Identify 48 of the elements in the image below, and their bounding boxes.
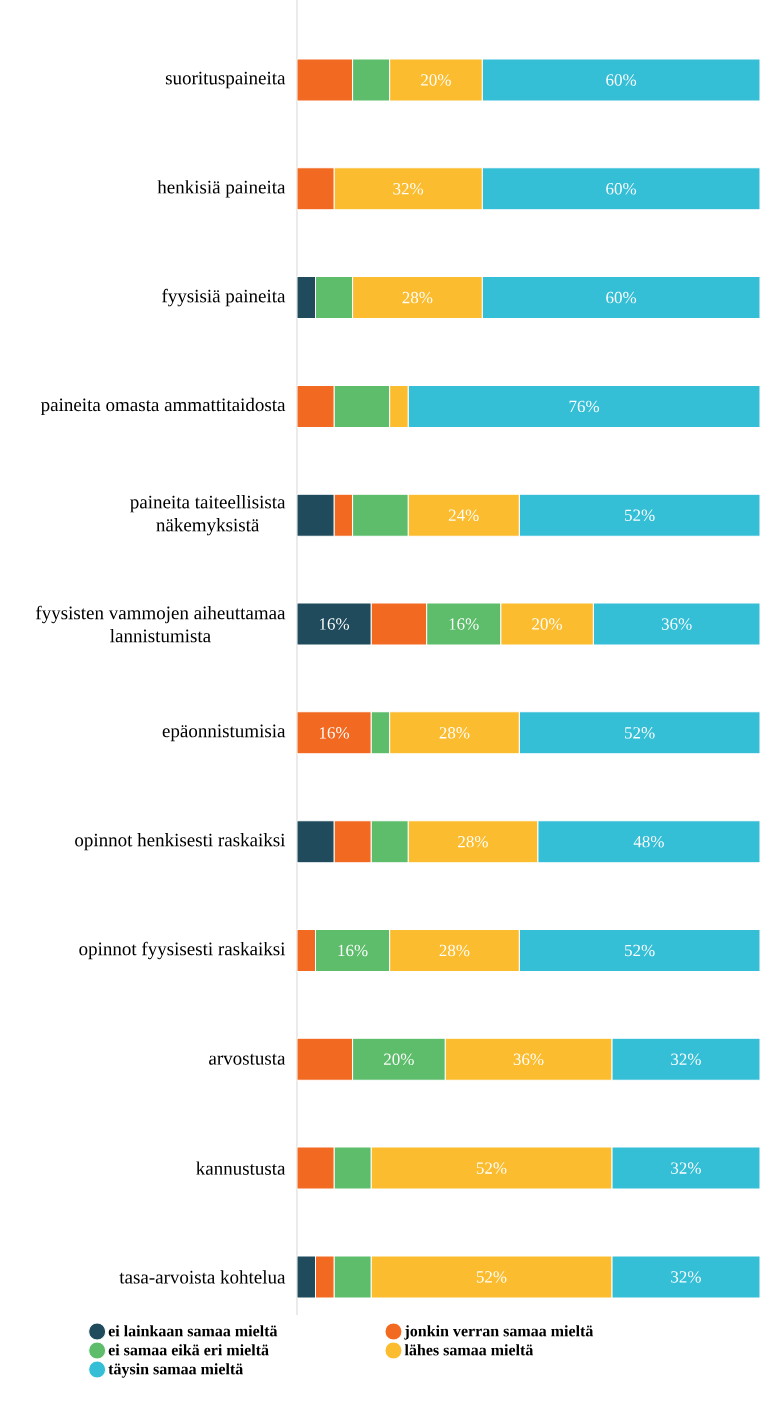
data-label: 28% <box>402 291 433 304</box>
legend-label: ei lainkaan samaa mieltä <box>108 1325 278 1337</box>
legend-label: ei samaa eikä eri mieltä <box>108 1344 269 1356</box>
data-label: 60% <box>606 183 637 195</box>
y-tick-label: fyysisiä paineita <box>162 288 286 307</box>
data-label: 32% <box>671 1162 701 1174</box>
data-label: 52% <box>625 727 655 739</box>
data-label: 20% <box>532 618 563 630</box>
y-tick-label: arvostusta <box>209 1053 286 1065</box>
legend-label: jonkin verran samaa mieltä <box>404 1325 594 1340</box>
data-label: 32% <box>671 1053 701 1066</box>
bar <box>297 493 335 537</box>
y-tick-label: tasa-arvoista kohtelua <box>119 1270 286 1284</box>
y-tick-label: epäonnistumisia <box>162 724 286 742</box>
y-tick-label: henkisiä paineita <box>157 180 286 198</box>
y-tick-label: fyysisten vammojen aiheuttamaa lannistumista <box>35 605 286 643</box>
y-tick-label: suorituspaineita <box>165 71 286 89</box>
data-label: 32% <box>671 1271 701 1283</box>
data-label: 52% <box>625 944 655 957</box>
legend-label: lähes samaa mieltä <box>404 1344 534 1356</box>
data-label: 16% <box>449 618 479 630</box>
data-label: 20% <box>384 1053 414 1066</box>
data-label: 36% <box>513 1053 544 1066</box>
data-label: 52% <box>476 1271 507 1283</box>
data-label: 52% <box>625 509 655 521</box>
data-label: 24% <box>448 509 479 521</box>
data-label: 16% <box>319 618 350 630</box>
data-label: 36% <box>661 618 692 630</box>
y-tick-label: paineita taiteellisista näkemyksistä <box>130 495 286 536</box>
data-label: 28% <box>458 835 488 848</box>
y-tick-label: kannustusta <box>196 1161 286 1175</box>
data-label: 76% <box>569 400 600 413</box>
data-label: 32% <box>393 183 424 195</box>
data-label: 60% <box>606 74 637 86</box>
data-label: 28% <box>439 727 470 739</box>
data-label: 16% <box>338 944 368 957</box>
data-label: 48% <box>633 835 664 848</box>
data-label: 28% <box>439 944 470 957</box>
bar <box>297 276 317 320</box>
y-tick-label: paineita omasta ammattitaidosta <box>40 397 286 416</box>
bar <box>297 820 335 864</box>
legend-label: täysin samaa mieltä <box>108 1363 244 1378</box>
y-tick-label: opinnot henkisesti raskaiksi <box>75 833 286 851</box>
data-label: 20% <box>421 74 451 86</box>
y-tick-label: opinnot fyysisesti raskaiksi <box>79 941 286 960</box>
data-label: 16% <box>319 727 350 739</box>
data-label: 60% <box>606 291 637 304</box>
data-label: 52% <box>476 1162 507 1174</box>
